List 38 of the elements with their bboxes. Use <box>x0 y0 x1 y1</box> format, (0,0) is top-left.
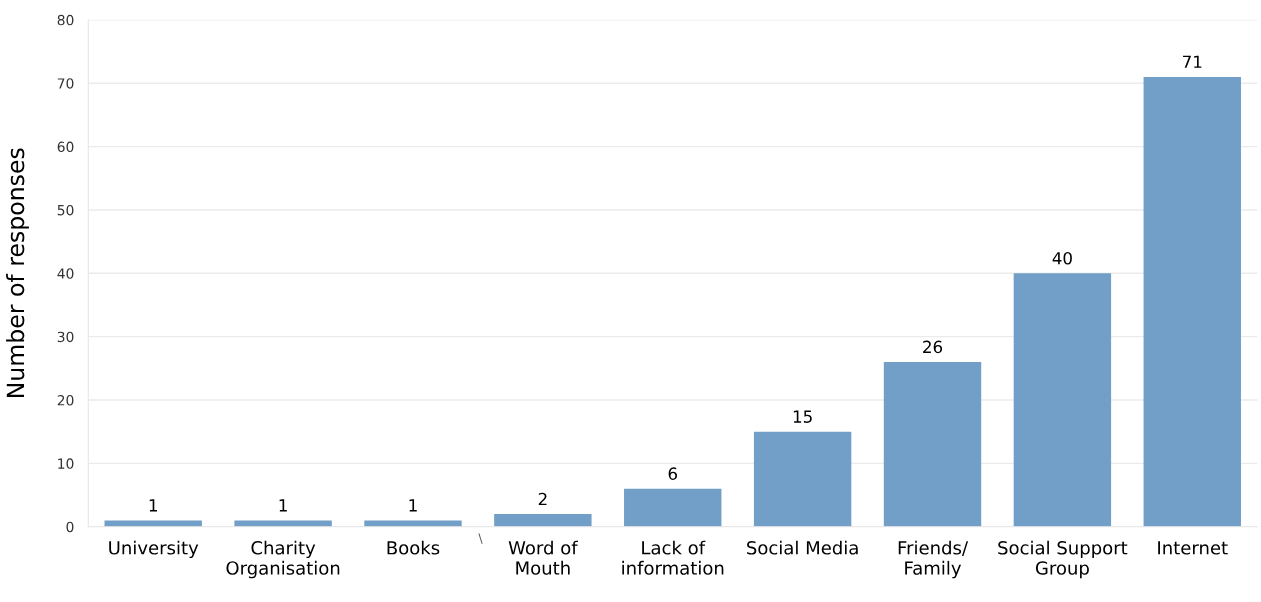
x-tick-label: Books <box>387 540 440 555</box>
data-label: 40 <box>1052 251 1072 265</box>
y-tick-label: 30 <box>57 331 74 343</box>
bar <box>1013 273 1112 527</box>
bar <box>1143 76 1241 527</box>
y-tick-label: 60 <box>57 141 74 153</box>
bar <box>624 488 722 527</box>
x-tick-label: University <box>109 540 199 559</box>
bar <box>364 520 462 527</box>
y-tick-label: 70 <box>57 78 74 89</box>
data-label: 71 <box>1183 55 1202 68</box>
y-tick-label: 0 <box>66 521 74 533</box>
x-tick-label: Social Support Group <box>998 540 1128 579</box>
bar <box>104 520 202 527</box>
data-label: 6 <box>668 467 677 480</box>
y-tick-label: 50 <box>57 204 74 216</box>
y-axis-title: Number of responses <box>6 148 29 398</box>
y-tick-label: 10 <box>58 458 74 469</box>
data-label: 1 <box>279 499 287 512</box>
bar <box>234 520 332 527</box>
bar <box>753 431 852 527</box>
x-tick-label: Word of Mouth <box>508 540 578 575</box>
x-tick-label: Social Media <box>747 540 858 555</box>
data-label: 1 <box>409 499 417 512</box>
y-tick-label: 80 <box>57 14 74 26</box>
data-label: 2 <box>538 492 547 506</box>
x-tick-label: Friends/ Family <box>898 540 969 579</box>
x-tick-label: Internet <box>1158 541 1228 555</box>
bar <box>494 514 592 527</box>
data-label: 1 <box>149 499 157 512</box>
y-tick-label: 40 <box>57 268 74 279</box>
data-label: 15 <box>793 410 812 423</box>
text: \ <box>478 533 483 544</box>
x-tick-label: Lack of information <box>622 540 724 575</box>
y-tick-label: 20 <box>57 395 74 406</box>
x-tick-label: Charity Organisation <box>226 540 340 579</box>
bar <box>883 362 982 527</box>
data-label: 26 <box>923 340 943 354</box>
